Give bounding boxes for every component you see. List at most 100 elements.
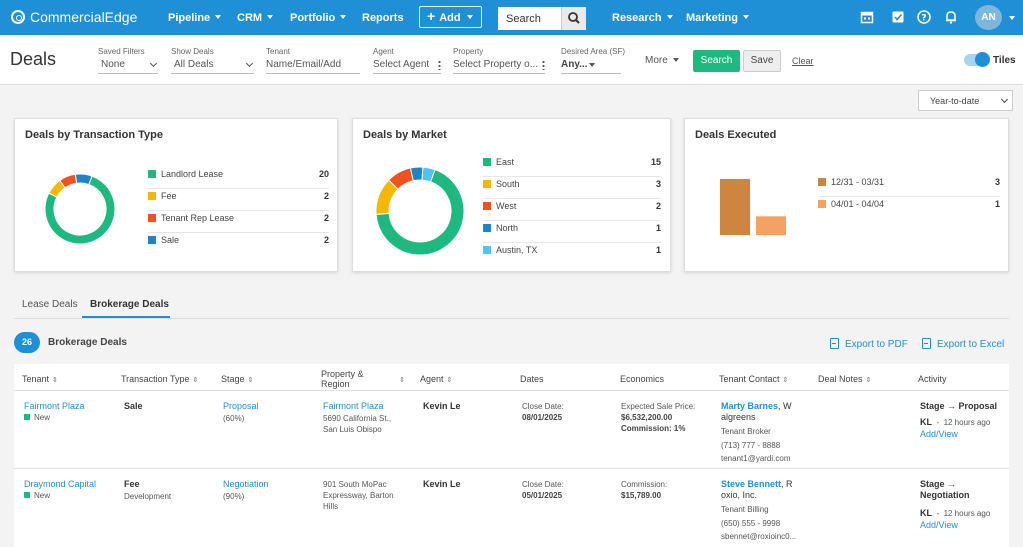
page-title: Deals: [10, 49, 57, 69]
transaction-donut-chart: [45, 173, 115, 245]
bar-1[interactable]: [720, 179, 750, 235]
tenant-input[interactable]: Name/Email/Add: [266, 59, 360, 74]
donut-slice-north[interactable]: [409, 166, 424, 182]
date-range-select[interactable]: Year-to-date: [918, 90, 1013, 111]
economics: Commission: $15,789.00: [621, 480, 668, 500]
close-date: Close Date: 05/01/2025: [522, 480, 564, 500]
legend-value: 1: [655, 245, 661, 255]
saved-filters-select[interactable]: None: [98, 59, 158, 74]
transaction-legend: Landlord Lease 20 Fee 2 Tenant Rep Lease 2 Sal…: [148, 167, 329, 247]
bar-2[interactable]: [756, 216, 786, 235]
active-tab-indicator: [82, 316, 170, 318]
legend-swatch: [148, 236, 156, 244]
col-header-deal-notes[interactable]: Deal Notes ⇕: [818, 374, 872, 384]
col-header-tenant-contact[interactable]: Tenant Contact ⇕: [719, 374, 789, 384]
calendar-icon[interactable]: [860, 10, 874, 24]
brand-logo[interactable]: CommercialEdge: [11, 9, 137, 25]
legend-value: 3: [994, 177, 1000, 187]
nav-portfolio[interactable]: Portfolio: [290, 12, 347, 24]
nav-crm[interactable]: CRM: [237, 12, 274, 24]
col-header-transaction[interactable]: Transaction Type ⇕: [121, 374, 199, 384]
export-pdf-button[interactable]: Export to PDF: [830, 338, 908, 350]
activity-stage: Stage → Negotiation: [920, 479, 970, 500]
agent-select[interactable]: Select Agent: [373, 59, 441, 74]
legend-label: North: [496, 223, 519, 233]
col-header-tenant[interactable]: Tenant ⇕: [22, 374, 58, 384]
col-header-stage[interactable]: Stage ⇕: [221, 374, 254, 384]
legend-value: 2: [323, 191, 329, 201]
legend-label: Austin, TX: [496, 245, 538, 255]
nav-marketing[interactable]: Marketing: [686, 12, 749, 24]
clear-filters-link[interactable]: Clear: [792, 56, 814, 66]
legend-value: 1: [994, 199, 1000, 209]
chevron-down-icon[interactable]: [1009, 16, 1015, 20]
bell-icon[interactable]: [944, 10, 958, 24]
more-filters-button[interactable]: More: [645, 55, 679, 66]
sort-icon: ⇕: [446, 377, 453, 384]
property-link[interactable]: Fairmont Plaza: [323, 401, 384, 411]
deal-count-badge: 26: [14, 332, 40, 353]
chevron-down-icon: [245, 59, 254, 68]
nav-reports[interactable]: Reports: [362, 12, 404, 24]
save-filters-button[interactable]: Save: [743, 50, 781, 72]
tenant-link[interactable]: Draymond Capital: [24, 479, 97, 489]
executed-legend: 12/31 - 03/31 3 04/01 - 04/04 1: [818, 175, 1000, 215]
chevron-down-icon: [466, 15, 473, 19]
add-view-link[interactable]: Add/View: [920, 429, 958, 439]
tab-lease-deals[interactable]: Lease Deals: [22, 299, 78, 310]
search-filters-button[interactable]: Search: [693, 50, 740, 72]
svg-text:?: ?: [921, 14, 926, 24]
chevron-down-icon: [666, 15, 673, 19]
show-deals-select[interactable]: All Deals: [171, 59, 254, 74]
col-header-agent[interactable]: Agent ⇕: [420, 374, 453, 384]
donut-slice-east[interactable]: [375, 169, 465, 256]
legend-swatch: [148, 214, 156, 222]
status-badge: New: [24, 412, 50, 423]
tenant-link[interactable]: Fairmont Plaza: [24, 401, 85, 411]
global-search-input[interactable]: Search: [498, 7, 561, 30]
nav-pipeline[interactable]: Pipeline: [168, 12, 222, 24]
contact-link[interactable]: Marty Barnes: [721, 401, 779, 411]
stage-link[interactable]: Proposal: [223, 401, 259, 411]
deal-count-label: Brokerage Deals: [48, 337, 127, 348]
sort-icon: ⇕: [192, 377, 199, 384]
add-view-link[interactable]: Add/View: [920, 520, 958, 530]
agent-name: Kevin Le: [423, 401, 461, 411]
help-icon[interactable]: ?: [917, 10, 931, 24]
chevron-down-icon: [340, 15, 347, 19]
donut-slice-tenant-rep-lease[interactable]: [59, 173, 78, 189]
stage-link[interactable]: Negotiation: [223, 479, 269, 489]
col-header-activity: Activity: [918, 374, 947, 384]
desired-area-select[interactable]: Any...: [561, 59, 621, 74]
agent-name: Kevin Le: [423, 479, 461, 489]
contact-link[interactable]: Steve Bennett: [721, 479, 782, 489]
add-button[interactable]: + Add: [419, 6, 482, 28]
donut-slice-fee[interactable]: [48, 179, 66, 198]
legend-value: 1: [655, 223, 661, 233]
more-vertical-icon: [542, 60, 545, 70]
export-excel-button[interactable]: Export to Excel: [922, 338, 1004, 350]
avatar[interactable]: AN: [975, 5, 1002, 30]
donut-slice-west[interactable]: [387, 167, 414, 190]
tiles-toggle[interactable]: [964, 52, 990, 67]
sort-icon[interactable]: ⇕: [399, 377, 405, 384]
excel-icon: [922, 338, 931, 349]
nav-research[interactable]: Research: [612, 12, 673, 24]
status-dot-icon: [24, 414, 30, 420]
activity-stage: Stage → Proposal: [920, 401, 998, 411]
search-button[interactable]: [561, 7, 586, 30]
donut-slice-south[interactable]: [375, 179, 399, 215]
plus-icon: +: [427, 8, 436, 24]
deals-table: [14, 364, 1009, 547]
tab-brokerage-deals[interactable]: Brokerage Deals: [90, 299, 169, 310]
col-header-property[interactable]: Property & Region: [321, 369, 364, 389]
sort-icon: ⇕: [782, 377, 789, 384]
status-badge: New: [24, 490, 50, 501]
property-select[interactable]: Select Property o...: [453, 59, 545, 74]
donut-slice-landlord-lease[interactable]: [45, 175, 115, 245]
filter-bar: [0, 35, 1023, 85]
task-check-icon[interactable]: [891, 10, 905, 24]
status-dot-icon: [24, 492, 30, 498]
